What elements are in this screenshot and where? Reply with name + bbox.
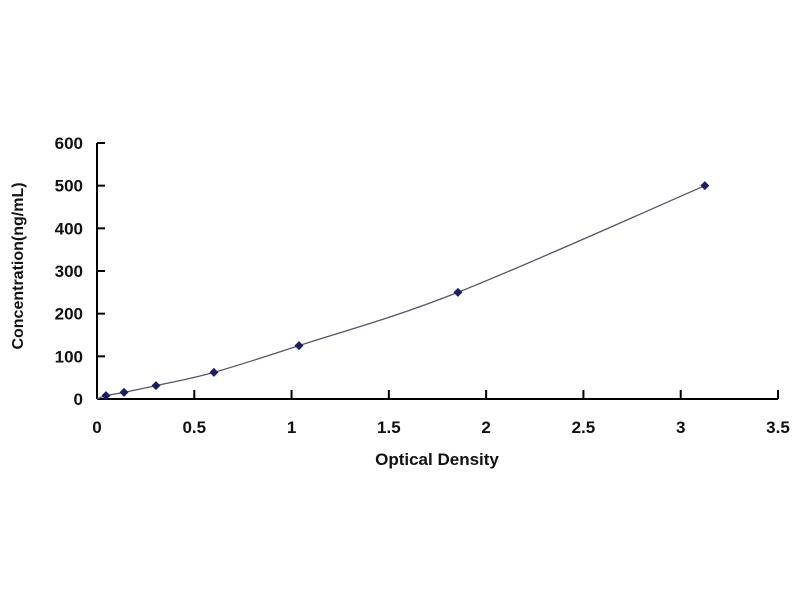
data-point <box>101 391 111 401</box>
data-points <box>101 181 710 401</box>
x-tick-label: 1 <box>287 418 296 437</box>
x-tick-label: 2 <box>481 418 490 437</box>
data-point <box>209 367 219 377</box>
data-point <box>119 387 129 397</box>
x-tick-label: 0.5 <box>182 418 206 437</box>
y-tick-label: 600 <box>55 134 83 153</box>
y-tick-label: 100 <box>55 347 83 366</box>
data-point <box>700 181 710 191</box>
y-tick-label: 300 <box>55 262 83 281</box>
x-tick-label: 3 <box>676 418 685 437</box>
data-point <box>453 287 463 297</box>
y-axis-label: Concentration(ng/mL) <box>10 182 27 349</box>
y-tick-label: 500 <box>55 177 83 196</box>
series-line <box>96 185 706 400</box>
x-tick-label: 0 <box>92 418 101 437</box>
x-tick-label: 2.5 <box>572 418 596 437</box>
data-point <box>294 341 304 351</box>
axes <box>96 142 779 400</box>
y-tick-label: 200 <box>55 305 83 324</box>
x-tick-label: 3.5 <box>766 418 790 437</box>
y-tick-label: 0 <box>74 390 83 409</box>
x-axis-label: Optical Density <box>375 450 499 469</box>
tick-labels: 0 0.5 1 1.5 2 2.5 3 3.5 0 100 200 300 400 500 600 <box>55 134 790 437</box>
data-point <box>151 381 161 391</box>
x-tick-label: 1.5 <box>377 418 401 437</box>
y-tick-label: 400 <box>55 219 83 238</box>
